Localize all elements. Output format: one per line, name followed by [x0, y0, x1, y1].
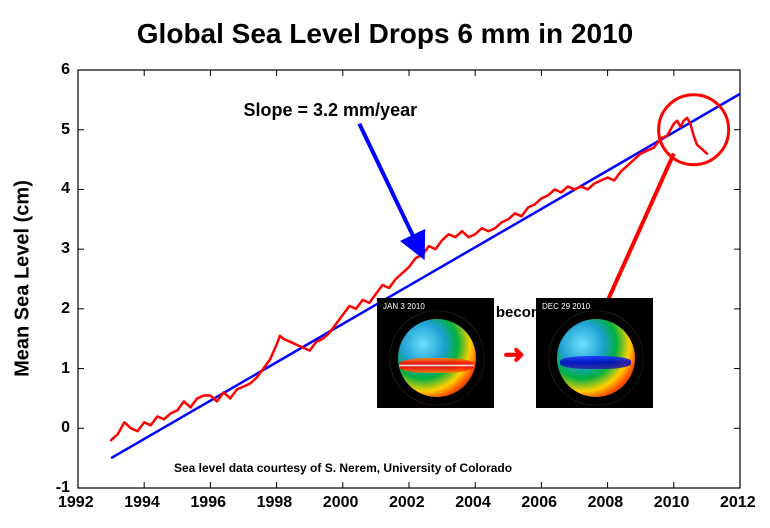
- y-tick-label: 3: [61, 240, 70, 258]
- x-tick-label: 2006: [521, 494, 557, 512]
- x-tick-label: 2004: [455, 494, 491, 512]
- x-tick-label: 1998: [257, 494, 293, 512]
- globe-left-icon: [389, 310, 485, 406]
- globe-right-date: DEC 29 2010: [542, 302, 590, 311]
- y-tick-label: 2: [61, 300, 70, 318]
- chart-svg: [0, 0, 770, 528]
- credit-text: Sea level data courtesy of S. Nerem, Uni…: [174, 461, 512, 475]
- y-tick-label: 5: [61, 121, 70, 139]
- x-tick-label: 2002: [389, 494, 425, 512]
- globe-left-date: JAN 3 2010: [383, 302, 425, 311]
- x-tick-label: 2008: [588, 494, 624, 512]
- y-tick-label: 0: [61, 419, 70, 437]
- x-tick-label: 2012: [720, 494, 756, 512]
- between-globes-arrow-icon: ➜: [503, 339, 525, 370]
- y-tick-label: 6: [61, 61, 70, 79]
- chart-container: Global Sea Level Drops 6 mm in 2010 Mean…: [0, 0, 770, 528]
- x-tick-label: 2010: [654, 494, 690, 512]
- x-tick-label: 1996: [190, 494, 226, 512]
- x-tick-label: 1994: [124, 494, 160, 512]
- slope-annotation: Slope = 3.2 mm/year: [244, 100, 418, 121]
- globe-right-icon: [548, 310, 644, 406]
- y-tick-label: -1: [56, 479, 70, 497]
- x-tick-label: 2000: [323, 494, 359, 512]
- y-tick-label: 1: [61, 360, 70, 378]
- y-tick-label: 4: [61, 180, 70, 198]
